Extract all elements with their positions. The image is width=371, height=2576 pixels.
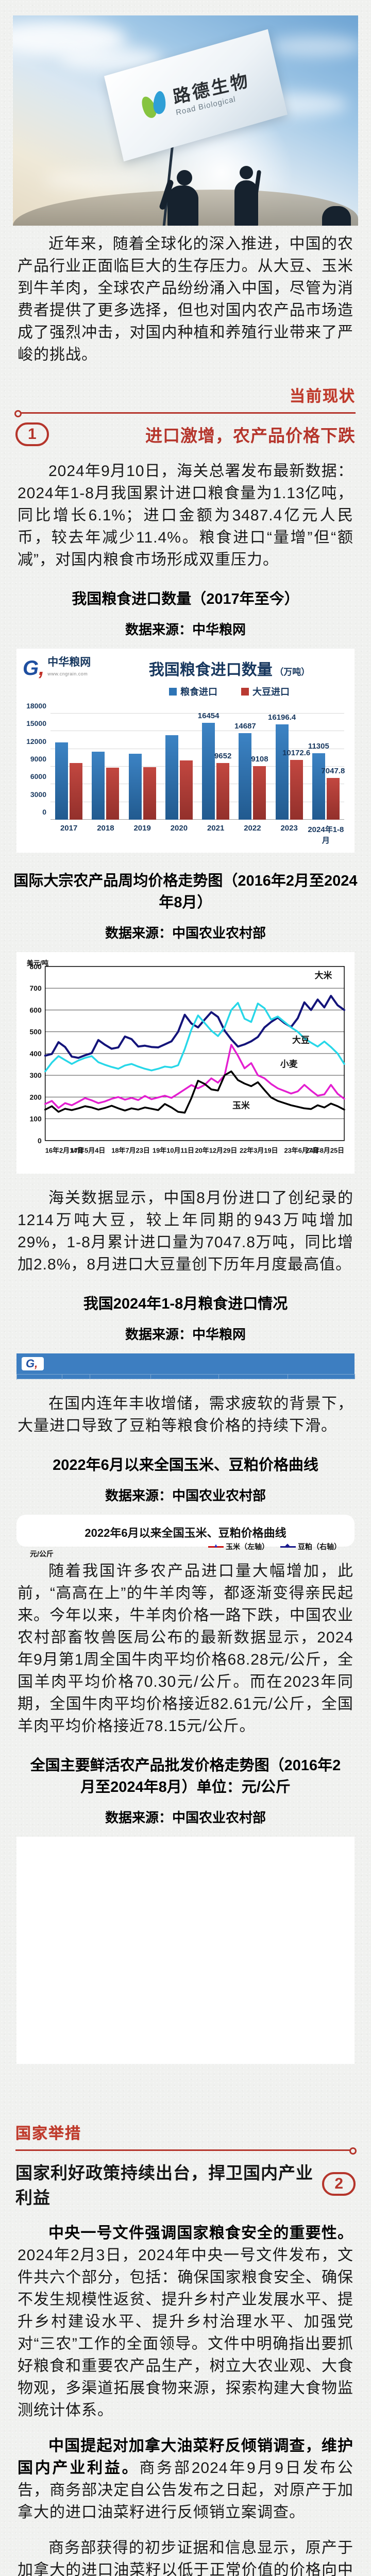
section-divider (14, 410, 356, 417)
svg-text:500: 500 (30, 1028, 42, 1036)
svg-text:100: 100 (30, 1115, 42, 1123)
svg-text:23年6月7日: 23年6月7日 (284, 1147, 318, 1155)
figure-title: 全国主要鲜活农产品批发价格走势图（2016年2月至2024年8月）单位：元/公斤 (30, 1757, 341, 1796)
import-data-table (16, 1374, 355, 1380)
person-silhouette (167, 185, 198, 226)
svg-text:18年7月23日: 18年7月23日 (111, 1147, 150, 1155)
paragraph: 2024年9月10日，海关总署发布最新数据：2024年1-8月我国累计进口粮食量… (18, 463, 353, 568)
svg-text:19年10月11日: 19年10月11日 (153, 1147, 194, 1155)
section-divider (15, 2147, 357, 2155)
svg-text:600: 600 (30, 1006, 42, 1014)
figure-title: 国际大宗农产品周均价格走势图（2016年2月至2024年8月） (13, 873, 358, 911)
cloud (271, 36, 358, 57)
corn-soymeal-chart: 2022年6月以来全国玉米、豆粕价格曲线 ▲ 玉米（左轴） ◆ 豆粕（右轴） 元/公… (16, 1515, 355, 1558)
paragraph: 海关数据显示，中国8月份进口了创纪录的1214万吨大豆，较上年同期的943万吨增… (18, 1190, 353, 1274)
paragraph: 商务部获得的初步证据和信息显示，原产于加拿大的进口油菜籽以低于正常价值的价格向中… (18, 2539, 353, 2576)
section-number-badge: 2 (322, 2172, 356, 2196)
chart-title: 我国粮食进口数量 (148, 662, 273, 679)
bar-plot: 0 3000 6000 9000 12000 15000 18000 16454 9652 146… (26, 702, 345, 820)
leaf-logo-icon (139, 89, 170, 121)
grain-import-bar-chart: G, 中华粮网 www.cngrain.com 我国粮食进口数量 （万吨） 粮食进… (16, 649, 355, 853)
intl-price-line-chart: 0 100 200 300 400 500 600 700 800 美元/吨大米大豆小麦玉米 16年… (16, 952, 355, 1174)
figure-source: 数据来源：中国农业农村部 (105, 1810, 266, 1826)
section-title: 国家利好政策持续出台，捍卫国内产业利益 (15, 2163, 313, 2207)
figure-title: 我国粮食进口数量（2017年至今） (72, 591, 299, 607)
svg-text:24年8月25日: 24年8月25日 (306, 1147, 344, 1155)
figure-title: 2022年6月以来全国玉米、豆粕价格曲线 (53, 1457, 318, 1474)
figure-source: 数据来源：中国农业农村部 (105, 1488, 266, 1504)
svg-text:300: 300 (30, 1071, 42, 1079)
paragraph: 在国内连年丰收增储，需求疲软的背景下，大量进口导致了豆粕等粮食价格的持续下滑。 (18, 1395, 353, 1435)
y-axis-unit: 元/公斤 (30, 1550, 54, 1558)
chart-legend: ▲ 玉米（左轴） ◆ 豆粕（右轴） (208, 1541, 341, 1552)
svg-text:0: 0 (38, 1137, 42, 1145)
paragraph: 中国提起对加拿大油菜籽反倾销调查，维护国内产业利益。商务部2024年9月9日发布… (18, 2437, 354, 2521)
cngrain-logo: G, (22, 1357, 44, 1371)
chart-legend: 粮食进口 大豆进口 (110, 685, 348, 698)
figure-source: 数据来源：中国农业农村部 (105, 925, 266, 941)
figure-source: 数据来源：中华粮网 (125, 1327, 246, 1343)
svg-text:小麦: 小麦 (280, 1059, 298, 1069)
intro-paragraph: 近年来，随着全球化的深入推进，中国的农产品行业正面临巨大的生存压力。从大豆、玉米… (18, 235, 353, 363)
grain-import-table: G, (16, 1353, 355, 1380)
paragraph: 随着我国许多农产品进口量大幅增加，此前，“高高在上”的牛羊肉等，都逐渐变得亲民起… (18, 1563, 353, 1735)
paragraph: 中央一号文件强调国家粮食安全的重要性。2024年2月3日，2024年中央一号文件… (18, 2224, 353, 2419)
svg-text:20年12月29日: 20年12月29日 (195, 1147, 237, 1155)
svg-text:200: 200 (30, 1093, 42, 1101)
section-1-header: 当前现状 1 进口激增，农产品价格下跌 (14, 383, 356, 447)
cngrain-logo: G, 中华粮网 www.cngrain.com (23, 656, 91, 680)
cloud (44, 170, 167, 191)
svg-text:大豆: 大豆 (292, 1035, 310, 1045)
svg-text:16年2月14日: 16年2月14日 (45, 1147, 84, 1155)
hero-photo: 路德生物 Road Biological (13, 15, 358, 226)
svg-text:22年3月19日: 22年3月19日 (240, 1147, 278, 1155)
svg-text:700: 700 (30, 984, 42, 992)
section-number-badge: 1 (15, 422, 49, 446)
svg-text:玉米: 玉米 (232, 1100, 250, 1110)
chart-unit: （万吨） (275, 667, 310, 677)
chart-title: 2022年6月以来全国玉米、豆粕价格曲线 (85, 1527, 286, 1540)
table-header-band: G, (16, 1353, 355, 1375)
figure-source: 数据来源：中华粮网 (125, 622, 246, 637)
svg-text:美元/吨: 美元/吨 (27, 959, 48, 967)
svg-text:17年5月4日: 17年5月4日 (71, 1147, 105, 1155)
svg-text:400: 400 (30, 1049, 42, 1058)
svg-text:800: 800 (30, 962, 42, 971)
section-tag: 当前现状 (290, 388, 356, 405)
meat-price-line-chart (16, 1837, 355, 2064)
section-2-header: 国家举措 国家利好政策持续出台，捍卫国内产业利益 2 (15, 2121, 357, 2209)
section-tag: 国家举措 (15, 2125, 81, 2142)
svg-text:大米: 大米 (315, 970, 332, 980)
figure-title: 我国2024年1-8月粮食进口情况 (83, 1296, 288, 1313)
bar-x-labels: 2017 2018 2019 2020 2021 2022 2023 2024年1-8月 (60, 824, 344, 845)
person-silhouette (322, 206, 351, 226)
section-title: 进口激增，农产品价格下跌 (145, 426, 356, 445)
